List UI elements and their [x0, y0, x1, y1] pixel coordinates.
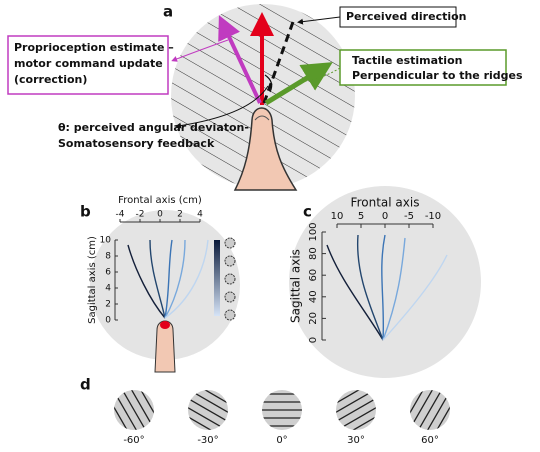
grating-label: 0° — [276, 435, 287, 446]
panel-label: b — [80, 203, 91, 221]
x-tick-label: -2 — [136, 210, 145, 220]
x-tick-label: 10 — [331, 211, 344, 222]
axis-title: Frontal axis (cm) — [118, 195, 202, 206]
x-tick-label: 0 — [157, 210, 163, 220]
grating-label: 60° — [421, 435, 439, 446]
axis-title: Frontal axis — [351, 196, 420, 210]
y-tick-label: 8 — [105, 252, 111, 262]
grating-label: -60° — [123, 435, 144, 446]
figure: a Perceived direction Proprioception est… — [0, 0, 540, 452]
x-tick-label: 2 — [177, 210, 183, 220]
axis-title: Sagittal axis (cm) — [87, 236, 98, 324]
y-tick-label: 40 — [308, 290, 319, 303]
grating-label: -30° — [197, 435, 218, 446]
panel-label: d — [80, 376, 91, 394]
callout-text: Perceived direction — [346, 10, 467, 23]
x-tick-label: -5 — [404, 211, 414, 222]
page: {"panel_a": {"label": "a", "perceived": … — [0, 0, 540, 452]
panel-label: c — [303, 203, 312, 221]
callout-text: Proprioception estimate – — [14, 41, 174, 54]
gratings: -60° -30° 0° 30° 60° — [98, 372, 466, 448]
panel-label: a — [163, 3, 173, 21]
x-tick-label: 0 — [382, 211, 388, 222]
y-tick-label: 80 — [308, 247, 319, 260]
callout-text: motor command update — [14, 57, 163, 70]
y-tick-label: 20 — [308, 312, 319, 325]
y-tick-label: 0 — [105, 316, 111, 326]
y-tick-label: 2 — [105, 300, 111, 310]
callout-text: θ: perceived angular deviaton- — [58, 121, 249, 134]
x-tick-label: -10 — [425, 211, 441, 222]
x-tick-label: -4 — [116, 210, 125, 220]
x-tick-label: 4 — [197, 210, 203, 220]
callout-text: Tactile estimation — [352, 54, 462, 67]
callout-text: Somatosensory feedback — [58, 137, 215, 150]
x-tick-label: 5 — [358, 211, 364, 222]
y-tick-label: 0 — [308, 337, 319, 343]
colorbar — [214, 240, 220, 316]
y-tick-label: 100 — [308, 222, 319, 241]
y-tick-label: 60 — [308, 269, 319, 282]
callout-text: Perpendicular to the ridges — [352, 69, 523, 82]
callout-text: (correction) — [14, 73, 87, 86]
axis-title: Sagittal axis — [289, 249, 303, 323]
y-tick-label: 4 — [105, 284, 111, 294]
fingertip — [160, 321, 170, 329]
grating-label: 30° — [347, 435, 365, 446]
y-tick-label: 10 — [100, 236, 112, 246]
y-tick-label: 6 — [105, 268, 111, 278]
